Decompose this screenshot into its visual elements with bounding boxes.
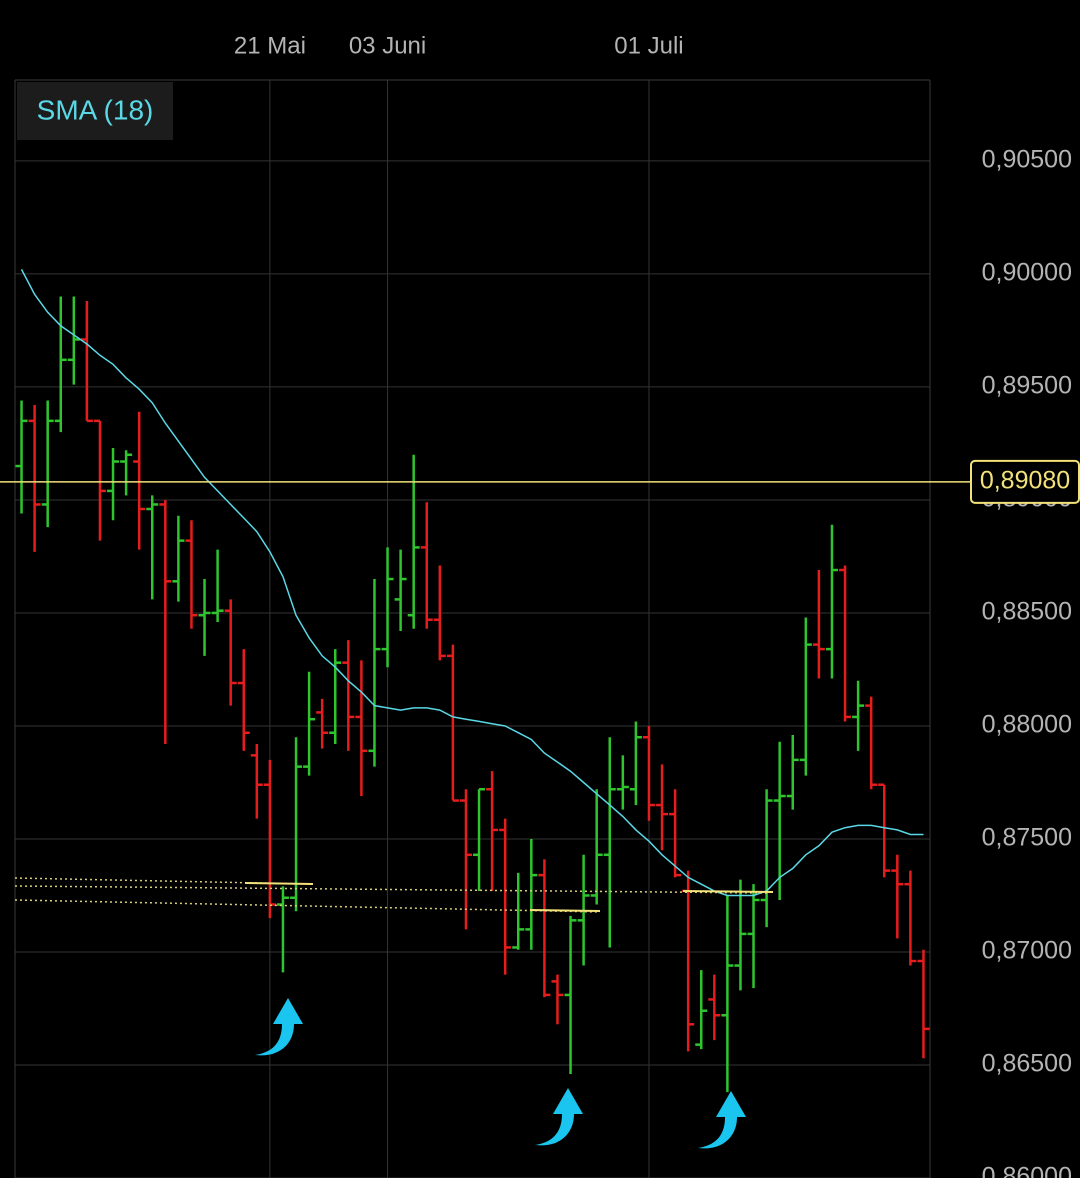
y-tick-label: 0,87000 bbox=[982, 937, 1072, 965]
price-label-box bbox=[970, 459, 1080, 504]
y-tick-label: 0,88500 bbox=[982, 598, 1072, 626]
y-tick-label: 0,90000 bbox=[982, 259, 1072, 287]
y-tick-label: 0,86000 bbox=[982, 1163, 1072, 1178]
support-line bbox=[529, 909, 601, 912]
x-tick-label: 21 Mai bbox=[234, 32, 306, 59]
legend-label: SMA (18) bbox=[37, 94, 154, 125]
y-tick-label: 0,90500 bbox=[982, 146, 1072, 174]
support-line bbox=[244, 882, 314, 885]
sma-line bbox=[20, 269, 924, 897]
support-line bbox=[682, 890, 774, 893]
arrow-icon bbox=[255, 998, 303, 1056]
plot-layers: 0,86000 0,86500 0,87000 0,87500 0,88000 0,885… bbox=[0, 32, 1080, 1178]
dotted-line bbox=[14, 885, 771, 894]
annotations bbox=[14, 877, 774, 1149]
arrow-icon bbox=[698, 1091, 746, 1149]
y-tick-label: 0,86500 bbox=[982, 1050, 1072, 1078]
x-tick-label: 01 Juli bbox=[614, 32, 683, 59]
price-label: 0,89080 bbox=[980, 466, 1070, 494]
y-tick-label: 0,89500 bbox=[982, 372, 1072, 400]
y-tick-label: 0,87500 bbox=[982, 824, 1072, 852]
arrow-icon bbox=[535, 1088, 583, 1146]
x-tick-label: 03 Juni bbox=[349, 32, 426, 59]
y-tick-label: 0,88000 bbox=[982, 711, 1072, 739]
legend-box bbox=[17, 82, 173, 140]
